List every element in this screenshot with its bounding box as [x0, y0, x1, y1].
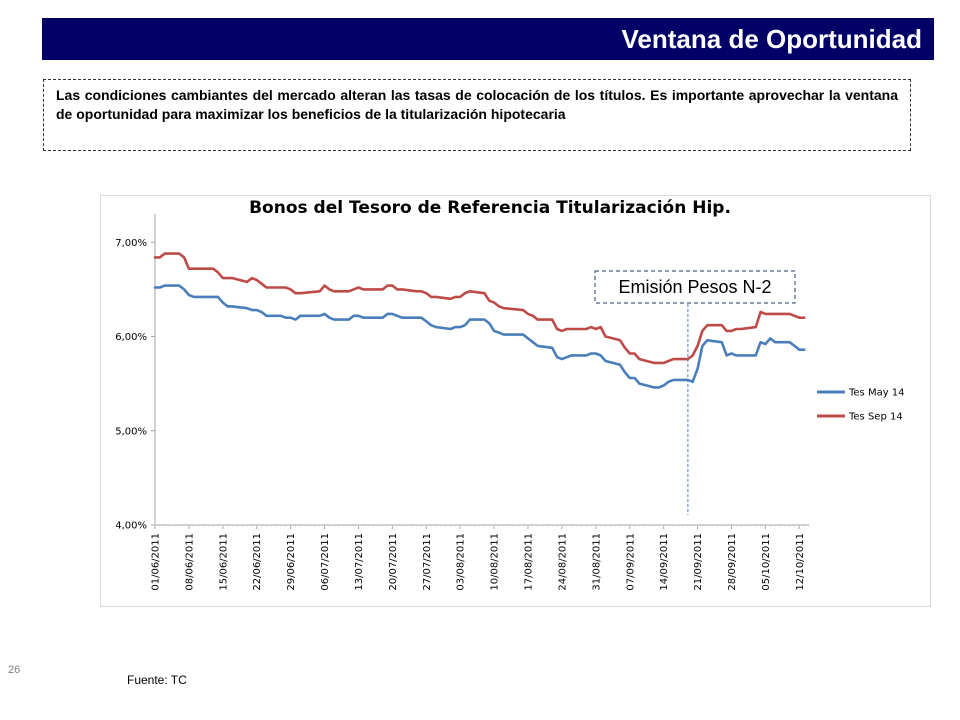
chart-title: Bonos del Tesoro de Referencia Titulariz…: [249, 198, 731, 218]
x-tick-label: 24/08/2011: [557, 533, 568, 591]
x-tick-label: 10/08/2011: [490, 533, 501, 591]
annotation-label: Emisión Pesos N-2: [618, 277, 771, 297]
legend: Tes May 14 Tes Sep 14: [817, 388, 905, 423]
plot-area: [153, 252, 806, 389]
x-tick-label: 29/06/2011: [286, 533, 297, 591]
x-tick-label: 12/10/2011: [795, 533, 806, 591]
x-tick-label: 06/07/2011: [320, 533, 331, 591]
x-tick-label: 22/06/2011: [252, 533, 263, 591]
x-tick-label: 17/08/2011: [524, 533, 535, 591]
y-tick-label: 5,00%: [115, 426, 147, 437]
y-tick-label: 4,00%: [115, 521, 147, 532]
x-tick-label: 27/07/2011: [422, 533, 433, 591]
chart-frame: Bonos del Tesoro de Referencia Titulariz…: [100, 195, 931, 607]
x-axis: 01/06/2011 08/06/2011 15/06/2011 22/06/2011…: [151, 524, 810, 591]
page-title: Ventana de Oportunidad: [621, 24, 922, 54]
x-tick-label: 07/09/2011: [625, 533, 636, 591]
y-tick-label: 7,00%: [115, 238, 147, 249]
x-tick-label: 28/09/2011: [727, 533, 738, 591]
source-note: Fuente: TC: [127, 673, 187, 687]
title-bar: Ventana de Oportunidad: [42, 18, 934, 60]
series-line-1: [153, 284, 806, 389]
chart: Bonos del Tesoro de Referencia Titulariz…: [115, 198, 905, 591]
y-axis: 4,00% 5,00% 6,00% 7,00%: [115, 214, 156, 532]
annotation: Emisión Pesos N-2: [594, 270, 796, 515]
x-tick-label: 13/07/2011: [354, 533, 365, 591]
legend-label: Tes Sep 14: [848, 412, 903, 423]
legend-label: Tes May 14: [848, 388, 905, 399]
x-tick-label: 08/06/2011: [184, 533, 195, 591]
intro-text: Las condiciones cambiantes del mercado a…: [56, 87, 898, 122]
y-tick-label: 6,00%: [115, 332, 147, 343]
x-tick-label: 15/06/2011: [218, 533, 229, 591]
x-tick-label: 14/09/2011: [659, 533, 670, 591]
x-tick-label: 20/07/2011: [388, 533, 399, 591]
series-line-2: [153, 252, 806, 365]
x-tick-label: 01/06/2011: [151, 533, 162, 591]
annotation-box: [594, 270, 796, 304]
x-tick-label: 03/08/2011: [456, 533, 467, 591]
x-tick-label: 05/10/2011: [761, 533, 772, 591]
x-tick-label: 31/08/2011: [591, 533, 602, 591]
intro-box: Las condiciones cambiantes del mercado a…: [43, 79, 911, 151]
x-tick-label: 21/09/2011: [693, 533, 704, 591]
page-number: 26: [8, 664, 21, 676]
